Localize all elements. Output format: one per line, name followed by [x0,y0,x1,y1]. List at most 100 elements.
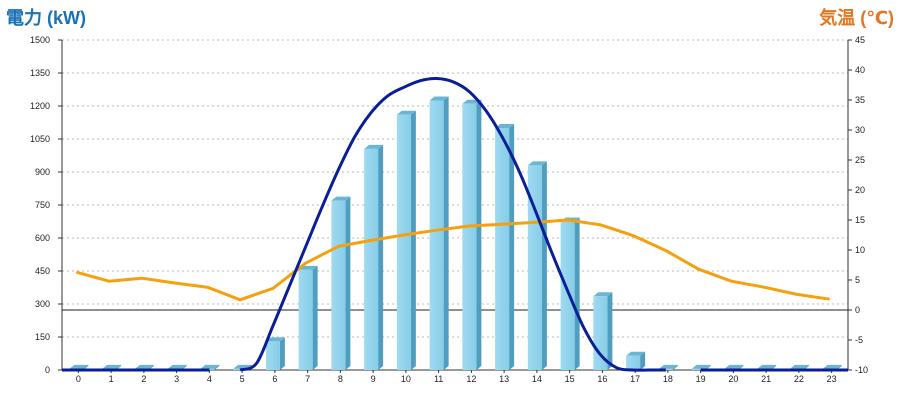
power-bar [298,265,318,370]
x-tick-label: 21 [761,374,771,384]
power-bar [560,217,580,370]
x-tick-label: 3 [174,374,179,384]
left-tick-label: 750 [35,200,50,210]
right-tick-label: 40 [855,65,865,75]
right-tick-label: 35 [855,95,865,105]
right-tick-label: -10 [855,365,868,375]
x-tick-label: 12 [466,374,476,384]
power-bar-front [265,341,280,370]
power-bar-side [345,196,351,370]
power-bar-top [200,364,220,369]
left-tick-label: 0 [45,365,50,375]
power-bar-top [593,292,613,297]
power-bar-top [69,364,89,369]
left-tick-label: 150 [35,332,50,342]
x-tick-label: 5 [240,374,245,384]
power-bar-side [410,110,416,371]
x-tick-label: 22 [794,374,804,384]
power-bar-top [364,144,384,149]
x-tick-label: 4 [207,374,212,384]
power-bar-side [607,292,613,370]
power-bar-side [214,364,220,370]
power-bar-top [134,364,154,369]
power-bar-top [757,364,777,369]
power-bar-front [298,269,313,370]
power-bar-top [265,337,285,342]
left-tick-label: 300 [35,299,50,309]
x-tick-label: 14 [532,374,542,384]
power-bar-front [560,221,575,370]
power-bar-top [691,364,711,369]
power-bar [265,337,285,370]
power-bar-side [378,144,384,370]
power-bar-top [102,364,122,369]
temperature-line [75,218,830,302]
power-bar-front [429,100,444,370]
left-tick-label: 900 [35,167,50,177]
power-bar-front [462,103,477,371]
power-bar [364,144,384,370]
power-bar-front [364,148,379,370]
right-tick-label: 25 [855,155,865,165]
left-axis-title: 電力 (kW) [6,8,86,28]
right-tick-label: 5 [855,275,860,285]
power-bar-top [527,161,547,166]
x-tick-label: 7 [305,374,310,384]
x-tick-label: 17 [630,374,640,384]
x-tick-label: 19 [696,374,706,384]
power-bar-front [331,200,346,370]
x-tick-label: 8 [338,374,343,384]
power-bar [495,124,515,370]
power-bar-side [509,124,515,370]
x-tick-label: 9 [371,374,376,384]
power-bar-front [626,355,641,370]
x-tick-label: 2 [141,374,146,384]
power-bar-top [724,364,744,369]
power-bar [331,196,351,370]
x-tick-label: 6 [272,374,277,384]
power-bar-front [396,114,411,370]
left-tick-label: 450 [35,266,50,276]
right-tick-label: -5 [855,335,863,345]
power-bar [527,161,547,370]
power-bar [396,110,416,371]
power-curve [239,76,666,372]
right-tick-label: 0 [855,305,860,315]
x-tick-label: 15 [565,374,575,384]
power-bar [462,99,482,371]
power-bar-front [691,368,706,370]
x-tick-label: 20 [728,374,738,384]
left-tick-label: 1500 [30,35,50,45]
power-bar-top [429,96,449,101]
power-bar-side [279,337,285,370]
power-bar-front [495,128,510,370]
x-tick-label: 23 [827,374,837,384]
x-tick-label: 11 [434,374,443,384]
left-tick-label: 1350 [30,68,50,78]
left-tick-label: 1050 [30,134,50,144]
right-axis-title: 気温 (℃) [819,8,894,28]
power-bar-side [541,161,547,370]
power-bar-top [658,364,678,369]
power-bar [429,96,449,370]
power-bar-top [331,196,351,201]
right-tick-label: 10 [855,245,865,255]
right-tick-label: 15 [855,215,865,225]
power-bar-top [822,364,842,369]
power-bar-top [789,364,809,369]
power-bar [626,351,646,370]
left-tick-label: 1200 [30,101,50,111]
x-tick-label: 0 [76,374,81,384]
power-bar-top [298,265,318,270]
power-bar-side [672,364,678,370]
x-tick-label: 10 [401,374,411,384]
right-tick-label: 45 [855,35,865,45]
x-tick-label: 16 [597,374,607,384]
power-bar-side [640,351,646,370]
power-bar-side [574,217,580,370]
power-bar-side [476,99,482,371]
right-tick-label: 30 [855,125,865,135]
power-bar-side [312,265,318,370]
